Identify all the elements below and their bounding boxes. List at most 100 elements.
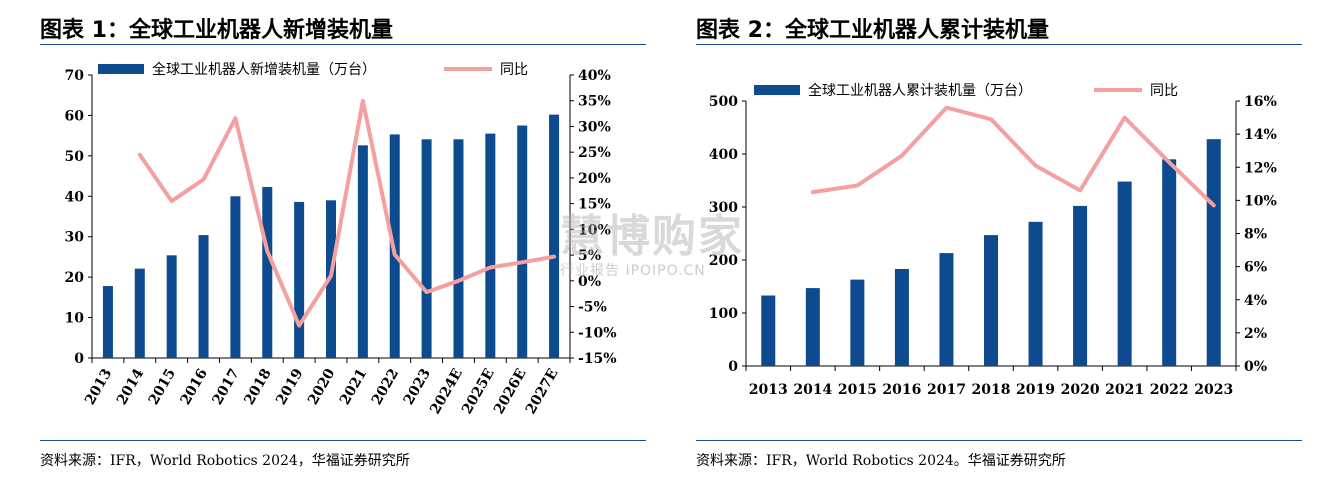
- c1-bar: [453, 139, 464, 358]
- c1-x-tick-label: 2014: [114, 366, 147, 408]
- c2-y2-tick-label: 14%: [1244, 127, 1277, 143]
- c1-bar: [517, 125, 528, 359]
- c2-bar: [1117, 181, 1132, 366]
- c2-bar: [1162, 159, 1177, 366]
- c1-bar: [262, 186, 273, 358]
- c2-x-tick-label: 2018: [972, 382, 1011, 398]
- c1-y2-tick-label: 35%: [578, 94, 611, 110]
- c1-bar: [485, 133, 496, 358]
- c1-y-tick-label: 40: [65, 189, 85, 205]
- c2-x-tick-label: 2013: [749, 382, 788, 398]
- c2-y-tick-label: 0: [728, 359, 738, 375]
- c2-y-tick-label: 200: [709, 253, 738, 269]
- title-rule-2: [696, 44, 1302, 45]
- c1-bar: [230, 196, 241, 358]
- c2-y-tick-label: 400: [709, 147, 738, 163]
- c1-y2-tick-label: 5%: [578, 248, 601, 264]
- c1-bar: [134, 268, 145, 358]
- chart-1-title: 图表 1：全球工业机器人新增装机量: [40, 18, 393, 43]
- c1-y2-tick-label: 25%: [578, 145, 611, 161]
- c2-x-tick-label: 2014: [793, 382, 832, 398]
- c1-legend-bar-swatch: [98, 64, 144, 74]
- c2-x-tick-label: 2016: [882, 382, 921, 398]
- c2-bar: [1028, 221, 1043, 366]
- chart-panel-2: 图表 2：全球工业机器人累计装机量 0 100 200 300 400 500 0% 2% 4%…: [696, 0, 1302, 485]
- source-rule-1: [40, 440, 646, 441]
- c2-bar: [1073, 205, 1088, 366]
- c1-y-tick-label: 60: [65, 108, 85, 124]
- c1-x-tick-label: 2020: [305, 366, 338, 408]
- c1-y2-tick-label: -15%: [578, 351, 617, 367]
- c1-bar: [549, 114, 560, 359]
- c1-legend-bar-label: 全球工业机器人新增装机量（万台）: [152, 61, 376, 78]
- c1-y2-tick-label: 15%: [578, 197, 611, 213]
- c2-y-tick-label: 500: [709, 94, 738, 110]
- c2-y2-tick-label: 2%: [1244, 326, 1267, 342]
- c2-x-tick-label: 2017: [927, 382, 966, 398]
- source-note-1: 资料来源：IFR，World Robotics 2024，华福证券研究所: [40, 453, 410, 469]
- c2-yoy-line: [810, 105, 1216, 208]
- c2-x-tick-label: 2023: [1194, 382, 1233, 398]
- c1-y2-tick-label: 40%: [578, 68, 611, 84]
- c1-y2-tick-label: 30%: [578, 119, 611, 135]
- source-rule-2: [696, 440, 1302, 441]
- c2-y-tick-label: 300: [709, 200, 738, 216]
- c2-x-tick-label: 2022: [1150, 382, 1189, 398]
- c1-y-tick-label: 0: [74, 351, 84, 367]
- c2-bar: [939, 253, 954, 366]
- c2-y2-tick-label: 12%: [1244, 160, 1277, 176]
- c2-x-tick-label: 2020: [1061, 382, 1100, 398]
- chart-panel-1: 图表 1：全球工业机器人新增装机量 0 10 20 30 40 50 60 70 -15% -10…: [40, 0, 646, 485]
- c1-y2-tick-label: -5%: [578, 300, 607, 316]
- c1-bar: [357, 145, 368, 358]
- c2-legend-bar-label: 全球工业机器人累计装机量（万台）: [808, 82, 1032, 99]
- title-rule-1: [40, 44, 646, 45]
- c2-y2-tick-label: 16%: [1244, 94, 1277, 110]
- c1-y-tick-label: 30: [65, 230, 85, 246]
- source-note-2: 资料来源：IFR，World Robotics 2024。华福证券研究所: [696, 453, 1066, 469]
- chart-1-svg: 0 10 20 30 40 50 60 70 -15% -10% -5% 0% 5% 10% 15% 20% 2…: [65, 61, 617, 417]
- c1-x-tick-label: 2023: [401, 366, 434, 408]
- c1-y2-tick-label: 0%: [578, 274, 601, 290]
- c1-x-tick-label: 2019: [273, 366, 306, 408]
- c2-x-tick-label: 2019: [1016, 382, 1055, 398]
- c1-x-tick-label: 2017: [210, 366, 243, 408]
- c1-x-tick-label: 2016: [178, 366, 211, 408]
- c2-y2-tick-label: 8%: [1244, 227, 1267, 243]
- c1-bar: [198, 235, 209, 358]
- c2-bar: [761, 295, 776, 366]
- c1-x-tick-label: 2022: [369, 366, 402, 408]
- c1-y-tick-label: 70: [65, 68, 85, 84]
- c2-y2-tick-label: 6%: [1244, 260, 1267, 276]
- chart-2-title: 图表 2：全球工业机器人累计装机量: [696, 18, 1049, 43]
- c2-legend-line-label: 同比: [1150, 83, 1178, 99]
- c2-bar: [805, 288, 820, 366]
- c1-bar: [421, 139, 432, 358]
- c1-y2-tick-label: 10%: [578, 222, 611, 238]
- c1-legend-line-label: 同比: [500, 62, 528, 78]
- c1-x-tick-label: 2013: [82, 366, 115, 408]
- c2-x-tick-label: 2015: [838, 382, 877, 398]
- c2-bar: [850, 279, 865, 366]
- c1-x-tick-label: 2021: [337, 366, 370, 408]
- c2-bar: [1206, 139, 1221, 366]
- c1-y2-tick-label: -10%: [578, 325, 617, 341]
- c2-y2-tick-label: 10%: [1244, 193, 1277, 209]
- c1-x-tick-label: 2018: [241, 366, 274, 408]
- c1-y-tick-label: 20: [65, 270, 85, 286]
- c2-y2-tick-label: 0%: [1244, 359, 1267, 375]
- c1-y2-tick-label: 20%: [578, 171, 611, 187]
- c2-y-tick-label: 100: [709, 306, 738, 322]
- c1-y-tick-label: 10: [65, 311, 85, 327]
- c1-yoy-line: [137, 98, 557, 328]
- c2-bar: [894, 269, 909, 366]
- chart-2-svg: 0 100 200 300 400 500 0% 2% 4% 6% 8% 10% 12% 14% 16% 20…: [709, 82, 1277, 398]
- c2-x-tick-label: 2021: [1105, 382, 1144, 398]
- c1-bar: [102, 286, 113, 358]
- c1-x-tick-label: 2015: [146, 366, 179, 408]
- c2-bar: [984, 235, 998, 366]
- c1-bar: [294, 201, 305, 358]
- c2-legend-bar-swatch: [754, 85, 800, 95]
- c2-y2-tick-label: 4%: [1244, 293, 1267, 309]
- c1-bar: [166, 255, 177, 358]
